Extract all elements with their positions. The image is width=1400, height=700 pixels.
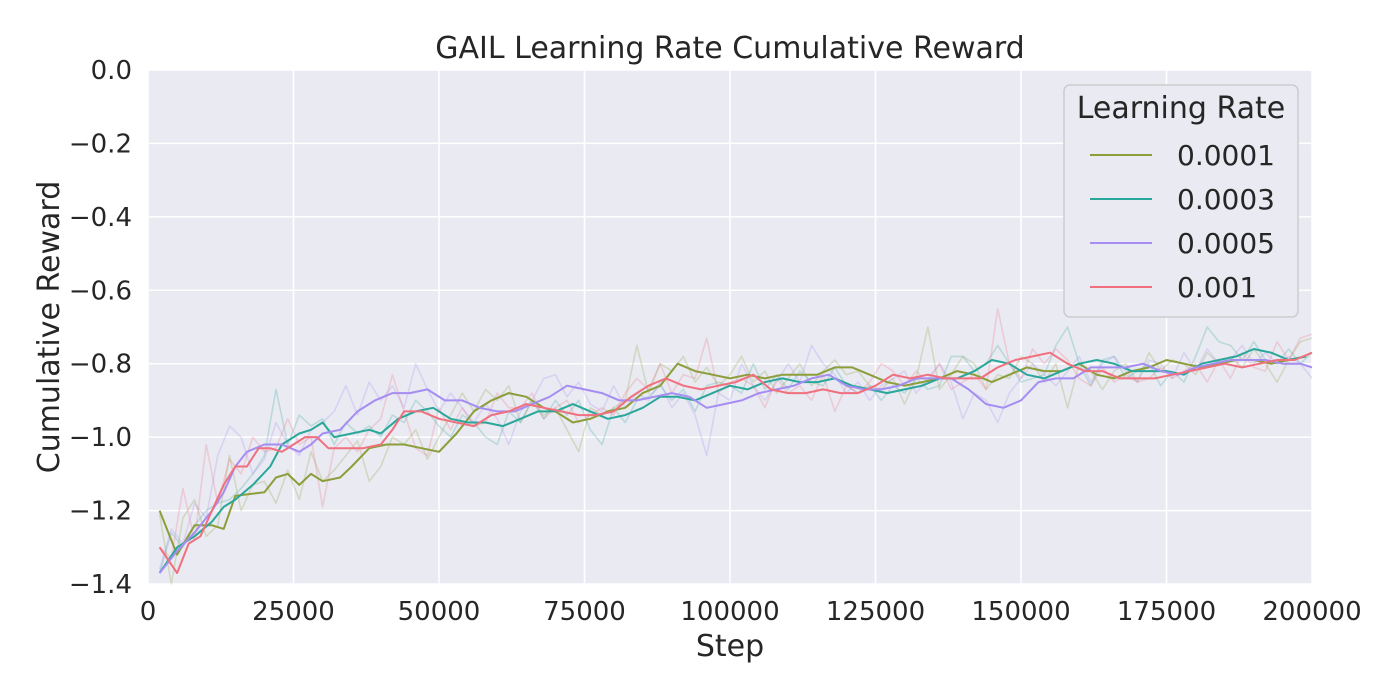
- legend: Learning Rate 0.0001 0.0003 0.0005 0.001: [1063, 84, 1299, 318]
- legend-box: [1063, 84, 1299, 318]
- legend-label-0.0005: 0.0005: [1177, 227, 1275, 260]
- smoothed-series-lines: [158, 348, 1313, 574]
- y-tick-label: −1.2: [69, 497, 132, 527]
- legend-label-0.0001: 0.0001: [1177, 139, 1275, 172]
- series-line-0.0001: [158, 355, 1307, 556]
- x-axis: 0 25000 50000 75000 100000 125000 150000 175000…: [140, 597, 1362, 627]
- legend-label-0.001: 0.001: [1177, 271, 1257, 304]
- series-line-0.0005: [158, 359, 1313, 574]
- series-line-0.0003: [158, 348, 1307, 574]
- x-tick-label: 200000: [1262, 597, 1361, 627]
- x-tick-label: 0: [140, 597, 157, 627]
- y-tick-label: −1.0: [69, 423, 132, 453]
- x-tick-label: 150000: [971, 597, 1070, 627]
- series-line-0.001: [158, 351, 1313, 574]
- y-tick-label: −0.8: [69, 350, 132, 380]
- x-tick-label: 100000: [680, 597, 779, 627]
- x-tick-label: 25000: [252, 597, 335, 627]
- x-tick-label: 75000: [543, 597, 626, 627]
- y-axis-title: Cumulative Reward: [32, 181, 67, 474]
- chart-title: GAIL Learning Rate Cumulative Reward: [435, 31, 1024, 66]
- x-tick-label: 125000: [826, 597, 925, 627]
- legend-label-0.0003: 0.0003: [1177, 183, 1275, 216]
- y-tick-label: −0.4: [69, 203, 132, 233]
- y-tick-label: −1.4: [69, 570, 132, 600]
- y-tick-label: 0.0: [91, 56, 132, 86]
- y-tick-label: −0.2: [69, 129, 132, 159]
- legend-items: 0.0001 0.0003 0.0005 0.001: [1090, 139, 1275, 304]
- legend-title: Learning Rate: [1077, 91, 1286, 126]
- y-tick-label: −0.6: [69, 276, 132, 306]
- y-axis: 0.0 −0.2 −0.4 −0.6 −0.8 −1.0 −1.2 −1.4: [69, 56, 132, 600]
- x-tick-label: 50000: [398, 597, 481, 627]
- x-axis-title: Step: [696, 629, 764, 664]
- x-tick-label: 175000: [1117, 597, 1216, 627]
